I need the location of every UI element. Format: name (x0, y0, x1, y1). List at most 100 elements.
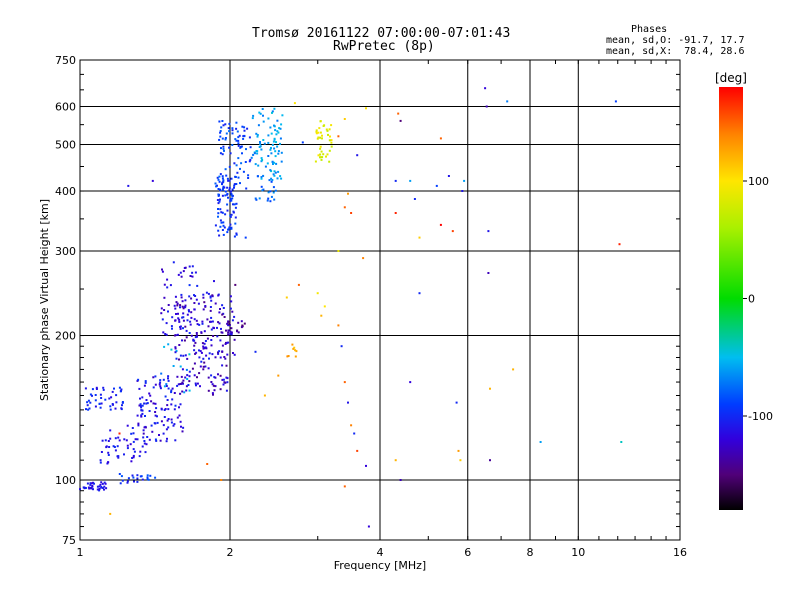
data-point (274, 150, 277, 153)
data-point (209, 309, 212, 312)
data-point (158, 434, 160, 436)
data-point (227, 228, 230, 231)
data-point (160, 372, 163, 375)
data-point (170, 348, 173, 351)
data-point (193, 308, 196, 311)
data-point (182, 379, 185, 382)
data-point (225, 174, 228, 177)
data-point (222, 233, 225, 236)
data-point (457, 449, 460, 452)
data-point (262, 114, 264, 117)
data-point (146, 436, 149, 438)
data-point (266, 162, 269, 165)
data-point (161, 318, 164, 321)
data-point (176, 304, 179, 307)
data-point (108, 397, 111, 400)
data-point (212, 335, 215, 337)
data-point (258, 111, 261, 114)
data-point (91, 394, 93, 397)
data-point (326, 153, 329, 156)
data-point (132, 432, 135, 435)
data-point (260, 148, 263, 151)
data-point (221, 304, 224, 307)
data-point (273, 107, 276, 110)
data-point (329, 135, 331, 138)
data-point (254, 197, 257, 200)
data-point (185, 329, 188, 332)
data-point (223, 149, 225, 152)
data-point (418, 292, 421, 295)
data-point (217, 373, 219, 376)
data-point (150, 424, 153, 427)
data-point (214, 356, 217, 359)
data-point (162, 378, 165, 381)
data-point (206, 318, 209, 321)
phase-block-title: Phases (631, 24, 668, 35)
data-point (226, 231, 229, 234)
data-point (221, 188, 224, 191)
data-point (330, 139, 333, 142)
data-point (539, 441, 542, 443)
data-point (203, 342, 206, 345)
data-point (199, 350, 202, 353)
data-point (210, 299, 213, 302)
data-point (159, 379, 162, 382)
data-point (206, 337, 209, 340)
data-point (255, 132, 258, 135)
data-point (84, 487, 87, 489)
data-point (179, 354, 182, 357)
data-point (188, 310, 190, 313)
data-point (487, 272, 490, 274)
data-point (229, 197, 232, 200)
data-point (118, 432, 121, 435)
data-point (185, 336, 188, 339)
data-point (137, 378, 140, 381)
data-point (226, 353, 229, 356)
data-point (200, 360, 203, 363)
data-point (193, 374, 196, 377)
data-point (275, 141, 277, 144)
data-point (219, 339, 222, 342)
data-point (222, 378, 225, 381)
data-point (356, 154, 359, 157)
data-point (104, 398, 107, 401)
data-point (136, 474, 139, 477)
data-point (233, 315, 236, 318)
data-point (217, 229, 220, 232)
data-point (274, 155, 277, 158)
data-point (149, 394, 152, 397)
data-point (143, 440, 146, 442)
data-point (204, 365, 207, 368)
data-point (134, 438, 137, 441)
data-point (193, 318, 196, 321)
data-point (343, 381, 346, 384)
data-point (489, 387, 491, 390)
data-point (211, 392, 214, 395)
data-point (219, 356, 222, 359)
data-point (181, 381, 184, 384)
data-point (223, 226, 226, 229)
data-point (231, 127, 234, 130)
data-point (163, 296, 166, 299)
data-point (188, 295, 191, 298)
data-point (264, 165, 267, 168)
data-point (99, 459, 102, 462)
data-point (95, 386, 98, 389)
data-point (225, 132, 228, 135)
data-point (243, 126, 246, 129)
data-point (163, 409, 166, 411)
data-point (235, 232, 238, 235)
data-point (399, 479, 402, 481)
colorbar-tick-label: 100 (748, 175, 769, 188)
data-point (182, 316, 185, 319)
data-point (270, 180, 273, 183)
data-point (267, 117, 270, 120)
data-point (234, 175, 237, 178)
data-point (234, 283, 237, 286)
data-point (118, 439, 121, 442)
data-point (204, 305, 207, 307)
data-point (194, 336, 197, 339)
data-point (198, 349, 200, 352)
data-point (236, 130, 239, 133)
